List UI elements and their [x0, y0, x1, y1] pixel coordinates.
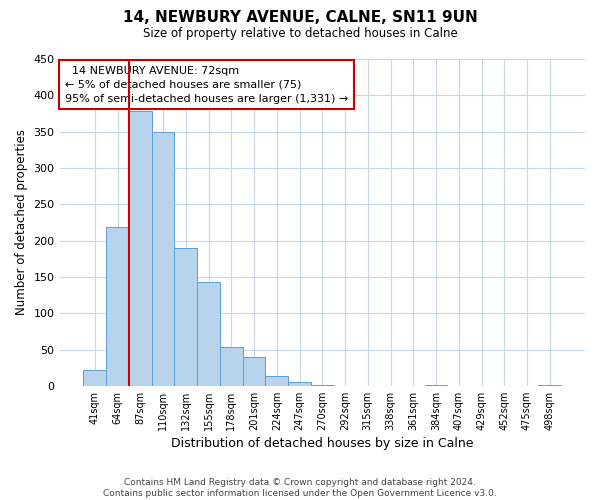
Bar [288, 382, 311, 386]
Bar [197, 282, 220, 386]
Bar [83, 370, 106, 386]
Bar [425, 385, 448, 386]
Text: Size of property relative to detached houses in Calne: Size of property relative to detached ho… [143, 28, 457, 40]
X-axis label: Distribution of detached houses by size in Calne: Distribution of detached houses by size … [171, 437, 473, 450]
Text: Contains HM Land Registry data © Crown copyright and database right 2024.
Contai: Contains HM Land Registry data © Crown c… [103, 478, 497, 498]
Bar [129, 112, 152, 386]
Bar [152, 132, 175, 386]
Text: 14 NEWBURY AVENUE: 72sqm  
← 5% of detached houses are smaller (75)
95% of semi-: 14 NEWBURY AVENUE: 72sqm ← 5% of detache… [65, 66, 348, 104]
Bar [220, 346, 242, 386]
Y-axis label: Number of detached properties: Number of detached properties [15, 130, 28, 316]
Text: 14, NEWBURY AVENUE, CALNE, SN11 9UN: 14, NEWBURY AVENUE, CALNE, SN11 9UN [122, 10, 478, 25]
Bar [106, 228, 129, 386]
Bar [311, 385, 334, 386]
Bar [242, 357, 265, 386]
Bar [265, 376, 288, 386]
Bar [175, 248, 197, 386]
Bar [538, 385, 561, 386]
